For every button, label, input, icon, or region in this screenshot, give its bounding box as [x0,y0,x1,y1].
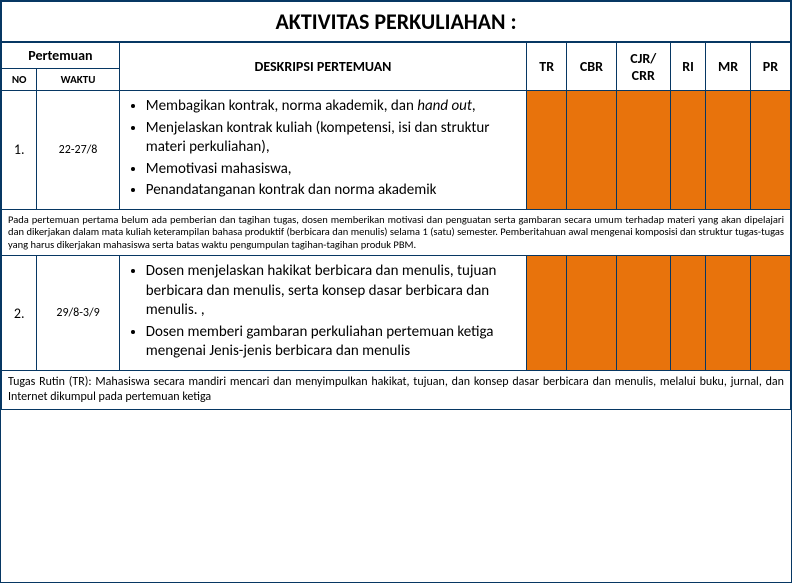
bullet-item: Membagikan kontrak, norma akademik, dan … [146,97,518,117]
table-row: 1. 22-27/8 Membagikan kontrak, norma aka… [2,91,791,210]
paragraph-1: Pada pertemuan pertama belum ada pemberi… [2,209,791,256]
cell-cbr [567,91,616,210]
th-mr: MR [706,43,751,91]
page-title: AKTIVITAS PERKULIAHAN : [2,8,790,35]
title-bar: AKTIVITAS PERKULIAHAN : [1,1,791,42]
page-container: { "title": "AKTIVITAS PERKULIAHAN :", "h… [0,0,792,583]
cell-waktu: 22-27/8 [37,91,119,210]
th-pertemuan: Pertemuan [2,43,120,69]
bullet-item: Menjelaskan kontrak kuliah (kompetensi, … [146,119,518,158]
cell-desc: Membagikan kontrak, norma akademik, dan … [119,91,526,210]
cell-desc: Dosen menjelaskan hakikat berbicara dan … [119,256,526,371]
bullet-item: Memotivasi mahasiswa, [146,160,518,180]
cell-cjr [616,256,670,371]
th-no: NO [2,69,37,91]
cell-tr [527,256,567,371]
cell-mr [706,91,751,210]
cell-pr [750,91,790,210]
table-row: 2. 29/8-3/9 Dosen menjelaskan hakikat be… [2,256,791,371]
th-waktu: WAKTU [37,69,119,91]
th-deskripsi: DESKRIPSI PERTEMUAN [119,43,526,91]
bullet-item: Dosen menjelaskan hakikat berbicara dan … [146,262,518,321]
bullet-item: Penandatanganan kontrak dan norma akadem… [146,181,518,201]
header-row-1: Pertemuan DESKRIPSI PERTEMUAN TR CBR CJR… [2,43,791,69]
cell-ri [670,91,705,210]
cell-tr [527,91,567,210]
paragraph-2: Tugas Rutin (TR): Mahasiswa secara mandi… [2,370,791,409]
cell-pr [750,256,790,371]
th-cjr: CJR/ CRR [616,43,670,91]
course-table: Pertemuan DESKRIPSI PERTEMUAN TR CBR CJR… [1,42,791,410]
th-pr: PR [750,43,790,91]
cell-mr [706,256,751,371]
bullet-item: Dosen memberi gambaran perkuliahan perte… [146,323,518,362]
th-cbr: CBR [567,43,616,91]
paragraph-row: Pada pertemuan pertama belum ada pemberi… [2,209,791,256]
cell-cjr [616,91,670,210]
cell-waktu: 29/8-3/9 [37,256,119,371]
th-ri: RI [670,43,705,91]
th-tr: TR [527,43,567,91]
cell-no: 1. [2,91,37,210]
paragraph-row: Tugas Rutin (TR): Mahasiswa secara mandi… [2,370,791,409]
cell-ri [670,256,705,371]
cell-no: 2. [2,256,37,371]
cell-cbr [567,256,616,371]
